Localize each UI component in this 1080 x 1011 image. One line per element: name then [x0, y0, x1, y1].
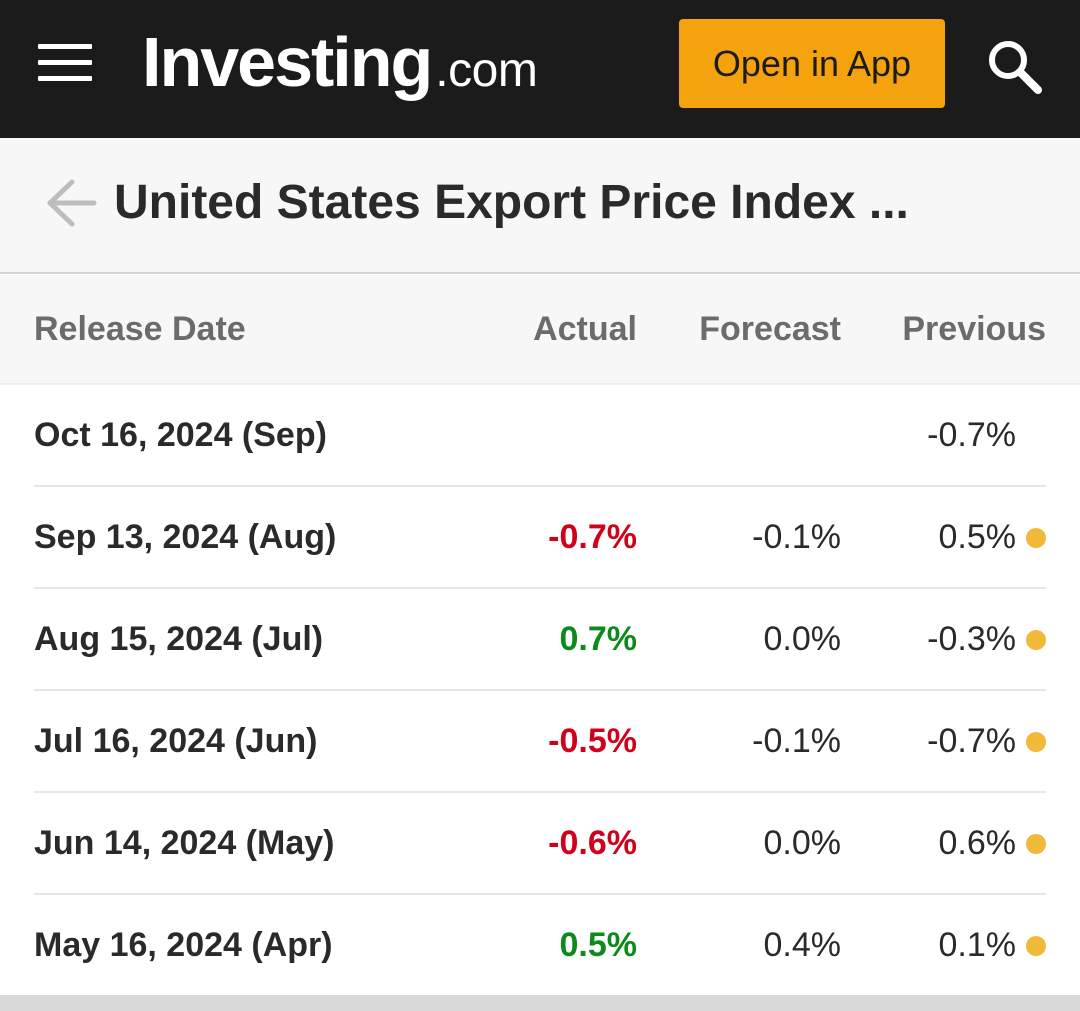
revised-indicator-dot[interactable] [1026, 630, 1046, 650]
site-logo[interactable]: Investing .com [142, 22, 538, 102]
release-date-cell: Jul 16, 2024 (Jun) [34, 722, 318, 760]
table-row: Sep 13, 2024 (Aug) -0.7% -0.1% 0.5% [0, 487, 1080, 589]
logo-domain-suffix: .com [435, 44, 538, 97]
top-navigation-bar: Investing .com Open in App [0, 0, 1080, 138]
table-row: Oct 16, 2024 (Sep) -0.7% [0, 385, 1080, 487]
actual-value-cell: 0.7% [559, 620, 638, 658]
actual-value-cell: 0.5% [559, 926, 638, 964]
hamburger-menu-icon[interactable] [38, 44, 92, 82]
row-divider [34, 485, 1046, 487]
previous-value-cell: 0.1% [938, 926, 1017, 964]
search-icon[interactable] [984, 36, 1046, 96]
table-row: Aug 15, 2024 (Jul) 0.7% 0.0% -0.3% [0, 589, 1080, 691]
release-date-cell: Oct 16, 2024 (Sep) [34, 416, 327, 454]
revised-indicator-dot[interactable] [1026, 936, 1046, 956]
previous-value-cell: 0.6% [938, 824, 1017, 862]
row-divider [34, 689, 1046, 691]
forecast-value-cell: -0.1% [752, 722, 841, 760]
column-header-actual[interactable]: Actual [533, 310, 637, 348]
release-date-cell: Jun 14, 2024 (May) [34, 824, 335, 862]
release-date-cell: Sep 13, 2024 (Aug) [34, 518, 337, 556]
row-divider [34, 587, 1046, 589]
row-divider [34, 791, 1046, 793]
page-title: United States Export Price Index ... [114, 176, 909, 229]
previous-value-cell: 0.5% [938, 518, 1017, 556]
page-title-bar [0, 138, 1080, 274]
revised-indicator-dot[interactable] [1026, 528, 1046, 548]
back-arrow-icon[interactable] [46, 178, 98, 228]
table-row: May 16, 2024 (Apr) 0.5% 0.4% 0.1% [0, 895, 1080, 997]
release-date-cell: May 16, 2024 (Apr) [34, 926, 333, 964]
actual-value-cell: -0.6% [548, 824, 637, 862]
column-header-forecast[interactable]: Forecast [699, 310, 841, 348]
revised-indicator-dot[interactable] [1026, 732, 1046, 752]
row-divider [34, 893, 1046, 895]
forecast-value-cell: -0.1% [752, 518, 841, 556]
previous-value-cell: -0.3% [927, 620, 1016, 658]
open-in-app-button[interactable]: Open in App [679, 19, 945, 108]
bottom-edge-shadow [0, 995, 1080, 1011]
logo-wordmark: Investing [142, 23, 433, 101]
actual-value-cell: -0.7% [548, 518, 637, 556]
table-header: Release Date Actual Forecast Previous [0, 275, 1080, 385]
previous-value-cell: -0.7% [927, 722, 1016, 760]
table-row: Jul 16, 2024 (Jun) -0.5% -0.1% -0.7% [0, 691, 1080, 793]
column-header-previous[interactable]: Previous [902, 310, 1046, 348]
column-header-release-date[interactable]: Release Date [34, 310, 246, 348]
forecast-value-cell: 0.0% [763, 824, 842, 862]
previous-value-cell: -0.7% [927, 416, 1016, 454]
forecast-value-cell: 0.4% [763, 926, 842, 964]
release-date-cell: Aug 15, 2024 (Jul) [34, 620, 324, 658]
actual-value-cell: -0.5% [548, 722, 637, 760]
forecast-value-cell: 0.0% [763, 620, 842, 658]
table-row: Jun 14, 2024 (May) -0.6% 0.0% 0.6% [0, 793, 1080, 895]
revised-indicator-dot[interactable] [1026, 834, 1046, 854]
